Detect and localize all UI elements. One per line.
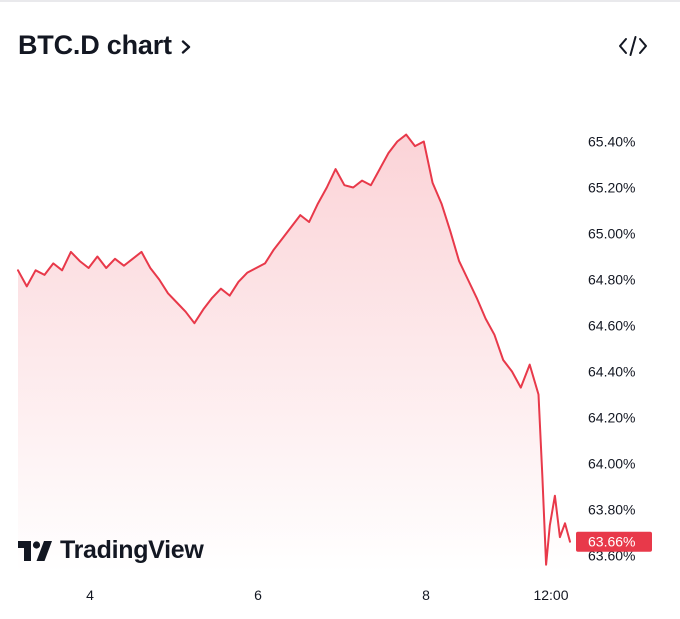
x-tick-label: 6 bbox=[254, 587, 262, 603]
y-tick-label: 65.00% bbox=[588, 226, 635, 242]
x-axis: 4 6 8 12:00 bbox=[86, 587, 569, 603]
y-axis: 65.40% 65.20% 65.00% 64.80% 64.60% 64.40% 64.2… bbox=[588, 134, 635, 564]
chevron-right-icon bbox=[181, 40, 191, 54]
code-embed-icon[interactable] bbox=[616, 32, 650, 60]
last-value-label: 63.66% bbox=[588, 534, 635, 550]
last-value-badge-bg bbox=[576, 531, 652, 552]
x-tick-label: 4 bbox=[86, 587, 94, 603]
y-tick-label: 63.80% bbox=[588, 502, 635, 518]
chart-area-fill bbox=[18, 134, 570, 572]
x-tick-label: 12:00 bbox=[533, 587, 568, 603]
top-divider bbox=[0, 0, 680, 2]
chart-title-link[interactable]: BTC.D chart bbox=[18, 30, 193, 61]
y-tick-label: 64.80% bbox=[588, 272, 635, 288]
y-tick-label: 64.40% bbox=[588, 364, 635, 380]
page-title: BTC.D chart bbox=[18, 30, 172, 60]
y-tick-label: 64.20% bbox=[588, 410, 635, 426]
tradingview-logo: TradingView bbox=[18, 536, 204, 565]
y-tick-label: 65.40% bbox=[588, 134, 635, 150]
chart-series-line bbox=[17, 133, 571, 566]
y-tick-label: 64.60% bbox=[588, 318, 635, 334]
tradingview-logo-text: TradingView bbox=[60, 536, 204, 564]
y-tick-label: 64.00% bbox=[588, 456, 635, 472]
y-tick-label: 65.20% bbox=[588, 180, 635, 196]
x-tick-label: 8 bbox=[422, 587, 430, 603]
last-value-badge: 63.66% bbox=[576, 531, 652, 552]
tradingview-logo-icon bbox=[18, 540, 52, 561]
